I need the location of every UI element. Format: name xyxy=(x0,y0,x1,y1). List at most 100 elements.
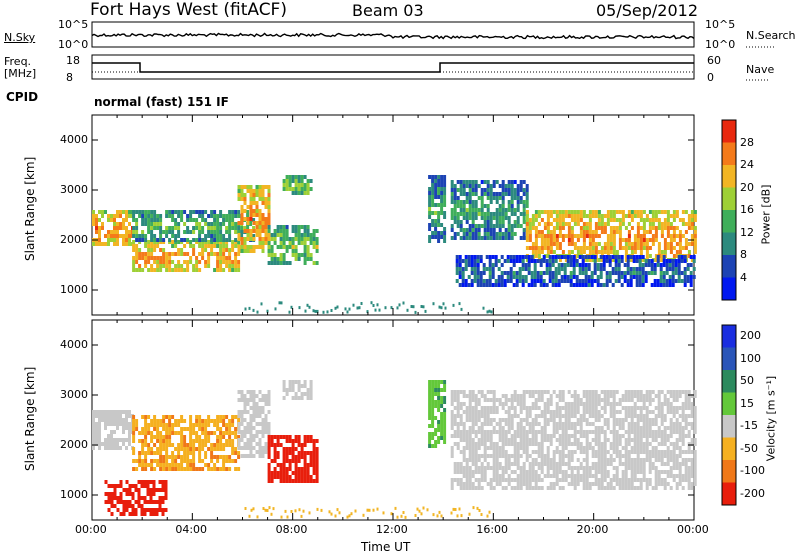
power-echo-cell xyxy=(107,214,110,218)
velocity-echo-cell xyxy=(132,431,136,435)
power-echo-cell xyxy=(252,193,256,197)
velocity-echo-cell xyxy=(636,406,640,410)
velocity-echo-cell xyxy=(437,440,441,444)
power-echo-cell xyxy=(267,233,271,237)
nsky-label: N.Sky xyxy=(4,31,36,44)
velocity-echo-cell xyxy=(546,470,550,474)
power-echo-cell xyxy=(470,255,474,259)
power-echo-cell xyxy=(267,245,271,249)
power-echo-cell xyxy=(453,212,457,216)
power-echo-cell xyxy=(177,234,181,238)
power-echo-cell xyxy=(507,184,511,188)
power-ground-scatter xyxy=(312,309,315,313)
power-echo-cell xyxy=(560,279,564,283)
velocity-echo-cell xyxy=(498,462,502,466)
power-echo-cell xyxy=(119,210,122,214)
velocity-echo-cell xyxy=(471,458,475,462)
velocity-echo-cell xyxy=(279,467,283,471)
power-echo-cell xyxy=(315,229,319,233)
power-echo-cell xyxy=(530,275,534,279)
velocity-echo-cell xyxy=(690,422,694,426)
power-echo-cell xyxy=(584,271,588,275)
velocity-echo-cell xyxy=(564,446,568,450)
power-echo-cell xyxy=(180,252,184,256)
power-echo-cell xyxy=(453,204,457,208)
velocity-echo-cell xyxy=(591,438,595,442)
velocity-echo-cell xyxy=(131,496,135,500)
power-echo-cell xyxy=(488,275,492,279)
power-echo-cell xyxy=(294,257,298,261)
power-echo-cell xyxy=(633,234,637,238)
velocity-echo-cell xyxy=(459,482,463,486)
power-echo-cell xyxy=(528,218,532,222)
velocity-echo-cell xyxy=(534,438,538,442)
velocity-echo-cell xyxy=(156,435,160,439)
power-echo-cell xyxy=(597,242,601,246)
velocity-echo-cell xyxy=(501,470,505,474)
velocity-echo-cell xyxy=(639,394,643,398)
velocity-echo-cell xyxy=(672,406,676,410)
power-echo-cell xyxy=(174,234,178,238)
power-echo-cell xyxy=(519,180,523,184)
velocity-echo-cell xyxy=(663,442,667,446)
power-echo-cell xyxy=(522,200,526,204)
power-echo-cell xyxy=(654,238,658,242)
velocity-echo-cell xyxy=(669,410,673,414)
velocity-echo-cell xyxy=(125,422,128,426)
power-echo-cell xyxy=(437,223,441,227)
power-echo-cell xyxy=(506,271,510,275)
power-echo-cell xyxy=(626,263,630,267)
velocity-echo-cell xyxy=(132,427,136,431)
power-echo-cell xyxy=(297,233,301,237)
power-echo-cell xyxy=(189,218,193,222)
velocity-echo-cell xyxy=(657,410,661,414)
velocity-echo-cell xyxy=(297,455,301,459)
power-echo-cell xyxy=(525,258,529,262)
velocity-echo-cell xyxy=(516,450,520,454)
power-echo-cell xyxy=(570,214,574,218)
velocity-echo-cell xyxy=(144,427,148,431)
velocity-echo-cell xyxy=(98,430,101,434)
power-echo-cell xyxy=(273,229,277,233)
velocity-echo-cell xyxy=(174,455,178,459)
power-echo-cell xyxy=(180,238,184,242)
power-echo-cell xyxy=(638,275,642,279)
velocity-echo-cell xyxy=(462,450,466,454)
velocity-echo-cell xyxy=(453,406,457,410)
power-echo-cell xyxy=(186,230,190,234)
power-echo-cell xyxy=(456,224,460,228)
power-echo-cell xyxy=(588,218,592,222)
power-echo-cell xyxy=(545,283,549,287)
power-echo-cell xyxy=(267,185,271,189)
power-echo-cell xyxy=(612,258,616,262)
velocity-echo-cell xyxy=(486,390,490,394)
velocity-echo-cell xyxy=(570,410,574,414)
velocity-echo-cell xyxy=(180,427,184,431)
power-echo-cell xyxy=(300,241,304,245)
velocity-echo-cell xyxy=(213,455,217,459)
power-echo-cell xyxy=(525,226,529,230)
velocity-echo-cell xyxy=(468,482,472,486)
velocity-echo-cell xyxy=(270,439,274,443)
power-echo-cell xyxy=(246,229,250,233)
velocity-echo-cell xyxy=(531,458,535,462)
power-echo-cell xyxy=(459,184,463,188)
velocity-echo-cell xyxy=(261,454,265,458)
velocity-echo-cell xyxy=(681,402,685,406)
power-echo-cell xyxy=(581,279,585,283)
power-echo-cell xyxy=(222,268,226,272)
velocity-echo-cell xyxy=(603,470,607,474)
velocity-echo-cell xyxy=(507,454,511,458)
power-echo-cell xyxy=(306,249,310,253)
power-ground-scatter xyxy=(358,306,361,310)
power-echo-cell xyxy=(459,208,463,212)
power-echo-cell xyxy=(270,237,274,241)
velocity-echo-cell xyxy=(159,423,163,427)
power-echo-cell xyxy=(174,226,178,230)
power-echo-cell xyxy=(648,210,652,214)
power-echo-cell xyxy=(588,222,592,226)
velocity-echo-cell xyxy=(528,486,532,490)
velocity-echo-cell xyxy=(282,396,286,400)
velocity-echo-cell xyxy=(132,467,136,471)
velocity-echo-cell xyxy=(678,454,682,458)
